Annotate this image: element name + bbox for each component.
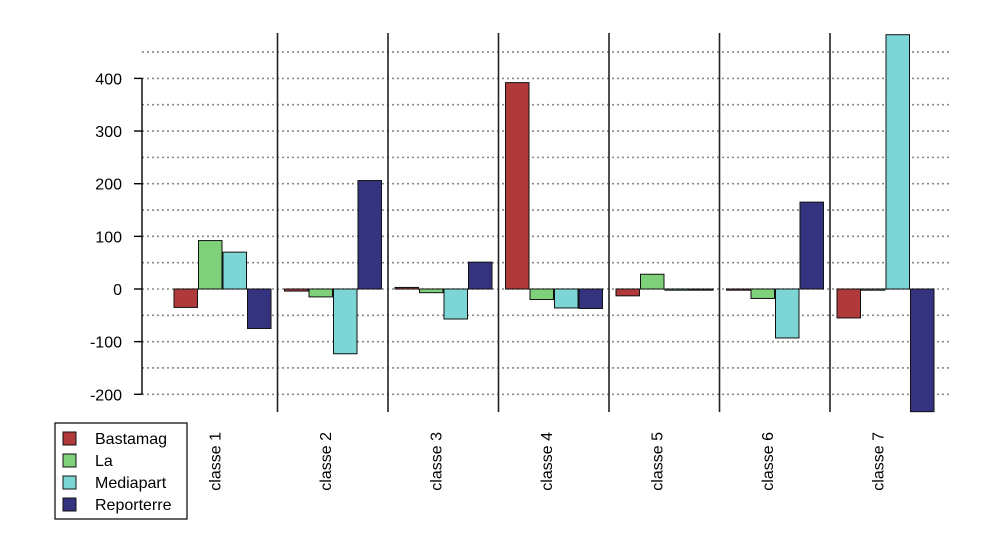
legend-swatch: [62, 497, 77, 512]
y-tick-label: 200: [95, 177, 122, 194]
legend: Bastamag La Mediapart Reporterre: [54, 422, 188, 520]
y-tick-label: 100: [95, 229, 122, 246]
bar-bastamag-1: [173, 288, 198, 308]
bar-mediapart-5: [664, 288, 689, 291]
y-tick-label: 300: [95, 124, 122, 141]
category-labels: classe 1 classe 2 classe 3 classe 4 classe 5…: [207, 432, 887, 491]
bar-la-4: [529, 288, 554, 301]
bar-la-3: [419, 288, 444, 294]
bar-la-1: [198, 240, 223, 290]
bar-reporterre-3: [468, 261, 493, 290]
bar-reporterre-1: [247, 288, 272, 329]
grid-lines: [142, 51, 950, 396]
bar-mediapart-6: [775, 288, 800, 339]
legend-swatch: [62, 431, 77, 446]
y-axis: -200 -100 0 100 200 300 400: [90, 71, 143, 404]
bar-la-7: [861, 288, 886, 291]
group-separators: [276, 33, 831, 412]
bars: [173, 34, 935, 413]
bar-la-5: [640, 273, 665, 290]
bar-mediapart-2: [333, 288, 358, 355]
bar-reporterre-6: [799, 201, 824, 290]
category-label: classe 3: [428, 432, 445, 491]
y-tick-label: -200: [90, 387, 122, 404]
bar-bastamag-6: [726, 288, 751, 291]
legend-swatch: [62, 453, 77, 468]
y-tick-label: -100: [90, 335, 122, 352]
bar-reporterre-5: [689, 288, 714, 291]
y-tick-label: 0: [113, 282, 122, 299]
legend-label: Mediapart: [95, 475, 167, 492]
bar-bastamag-4: [505, 82, 530, 290]
y-tick-label: 400: [95, 71, 122, 88]
category-label: classe 1: [207, 432, 224, 491]
bar-mediapart-7: [885, 34, 910, 290]
bar-mediapart-4: [554, 288, 579, 309]
bar-mediapart-1: [222, 251, 247, 290]
bar-bastamag-5: [615, 288, 640, 297]
bar-mediapart-3: [443, 288, 468, 320]
bar-bastamag-3: [394, 286, 419, 290]
legend-box: [54, 422, 188, 520]
legend-label: La: [95, 453, 113, 470]
bar-reporterre-4: [578, 288, 603, 309]
category-label: classe 6: [760, 432, 777, 491]
bar-la-6: [750, 288, 775, 299]
bar-bastamag-7: [836, 288, 861, 319]
bar-reporterre-2: [357, 180, 382, 290]
category-label: classe 4: [539, 432, 556, 491]
legend-label: Bastamag: [95, 431, 167, 448]
bar-bastamag-2: [284, 288, 309, 292]
bar-la-2: [308, 288, 333, 298]
category-label: classe 2: [318, 432, 335, 491]
category-label: classe 5: [649, 432, 666, 491]
legend-swatch: [62, 475, 77, 490]
category-label: classe 7: [870, 432, 887, 491]
legend-label: Reporterre: [95, 497, 172, 514]
bar-reporterre-7: [910, 288, 935, 413]
